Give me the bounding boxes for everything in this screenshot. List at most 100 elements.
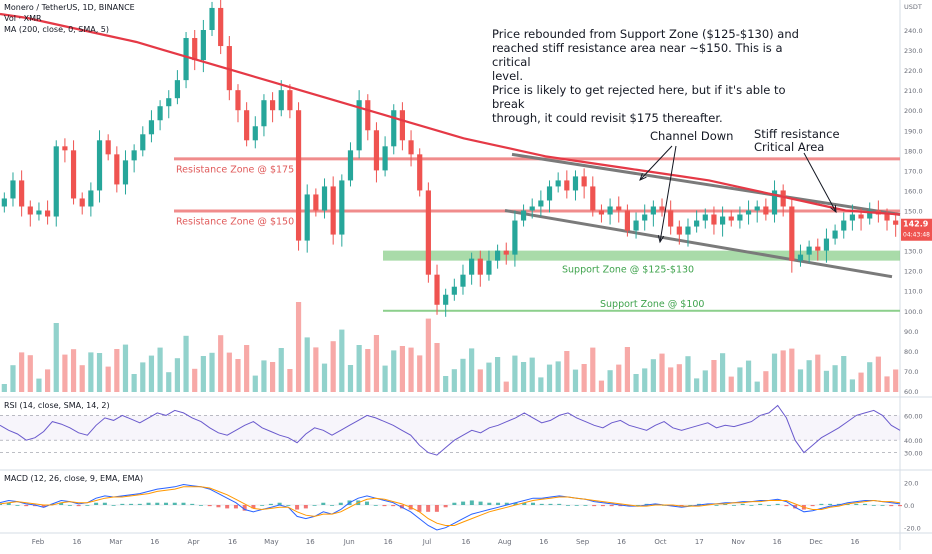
volume-bar [347,365,354,392]
price-tick-label: 200.0 [904,107,923,115]
volume-bar [330,341,336,392]
macd-histogram-bar [426,505,431,512]
macd-histogram-bar [24,505,29,507]
candle-body [893,220,899,225]
candle-body [27,206,33,215]
candle-body [694,220,700,227]
volume-bar [780,350,786,392]
macd-histogram-bar [836,503,841,505]
candle-body [157,106,163,121]
x-axis-label: Dec [809,538,823,546]
candle-body [659,206,665,211]
macd-histogram-bar [330,505,335,506]
candle-body [62,146,68,151]
candle-body [235,90,241,111]
volume-bar [148,355,155,392]
candle-body [218,7,224,47]
macd-histogram-bar [513,502,518,505]
candle-body [529,206,535,211]
x-axis-label: 16 [306,538,315,546]
volume-bar [252,375,258,392]
price-tick-label: 150.0 [904,208,923,216]
price-tick-label: 240.0 [904,27,923,35]
volume-bar [607,370,613,392]
volume-bar [685,356,691,392]
price-tick-label: 130.0 [904,248,923,256]
candle-body [295,110,302,241]
candle-body [745,210,752,215]
volume-bar [183,335,189,392]
macd-histogram-bar [565,505,570,506]
commentary-line: level. [492,69,524,83]
macd-histogram-bar [880,505,885,506]
volume-bar [287,369,293,392]
volume-bar [373,335,380,392]
volume-bar [140,362,146,392]
macd-histogram-bar [793,505,798,509]
candle-body [209,7,215,31]
macd-histogram-bar [15,505,20,506]
volume-bar [417,355,423,392]
candle-body [616,206,622,211]
macd-histogram-bar [557,503,562,505]
volume-bar [849,379,855,392]
candle-body [36,210,42,215]
macd-histogram-bar [740,503,745,505]
volume-bar [469,348,475,392]
macd-tick-label: -20.0 [904,525,921,533]
macd-histogram-bar [94,502,99,505]
macd-histogram-bar [775,503,780,505]
candle-body [607,206,613,215]
macd-tick-label: 20.0 [904,479,918,487]
candle-body [486,260,492,275]
macd-histogram-bar [452,502,457,505]
x-axis-label: 16 [617,538,626,546]
candle-body [192,38,198,61]
macd-histogram-bar [574,505,579,506]
candle-body [270,100,276,111]
candle-body [590,186,596,211]
volume-bar [166,372,172,392]
volume-bar [624,347,630,392]
volume-bar [53,323,59,392]
candle-body [538,200,544,207]
volume-bar [226,352,232,392]
macd-tick-label: 0.0 [904,502,914,510]
price-tick-label: 100.0 [904,308,923,316]
macd-histogram-bar [251,505,256,509]
volume-bar [893,369,899,392]
volume-bar [763,371,769,392]
candle-body [763,206,769,215]
volume-bar [711,360,717,392]
candle-body [642,214,648,221]
macd-histogram-bar [688,505,693,506]
candle-body [668,210,674,227]
candle-body [53,146,59,217]
annotation-arrowhead [657,235,665,244]
price-tick-label: 190.0 [904,127,923,135]
macd-histogram-bar [129,503,134,505]
candle-body [244,110,250,141]
commentary-line: Price rebounded from Support Zone ($125-… [492,27,799,41]
x-axis-label: 16 [150,538,159,546]
candle-body [19,180,25,207]
candle-body [391,110,397,147]
macd-histogram-bar [111,505,116,506]
macd-histogram-bar [198,505,203,506]
macd-histogram-bar [714,505,719,506]
volume-bar [122,344,129,392]
rsi-tick-label: 40.00 [904,437,923,445]
candle-body [45,210,51,217]
volume-bar [555,361,561,392]
macd-histogram-bar [478,501,483,505]
volume-bar [451,369,457,392]
volume-bar [841,356,847,392]
commentary-line: Price is likely to get rejected here, bu… [492,83,786,111]
volume-bar [27,355,33,392]
candle-body [823,238,830,251]
macd-histogram-bar [635,505,640,506]
x-axis-label: 16 [773,538,782,546]
volume-bar [867,362,873,392]
macd-histogram-bar [504,502,509,505]
